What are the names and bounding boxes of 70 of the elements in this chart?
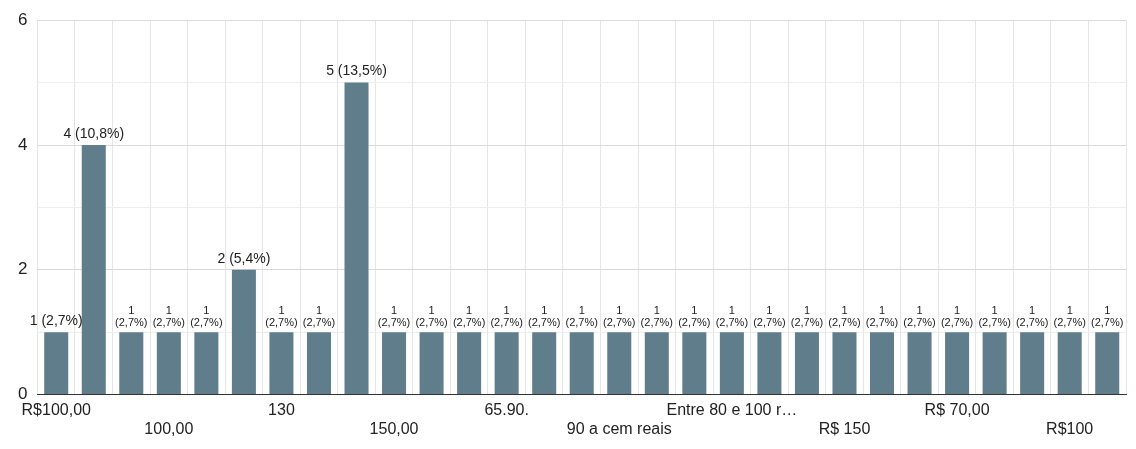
data-label: 2 (5,4%) — [217, 249, 271, 266]
bar — [757, 332, 782, 395]
bar — [644, 332, 669, 395]
data-label: 1 (2,7%) — [490, 303, 523, 328]
data-label: 1 (2,7%) — [828, 303, 861, 328]
bar — [457, 332, 482, 395]
data-label: 5 (13,5%) — [326, 62, 387, 79]
y-tick-label: 4 — [17, 134, 28, 154]
data-label: 1 (2,7%) — [452, 303, 486, 328]
bar — [382, 332, 407, 395]
data-label: 1 (2,7%) — [940, 303, 974, 328]
x-tick-label: 100,00 — [144, 419, 194, 437]
bar — [907, 332, 932, 395]
x-tick-label: 130 — [268, 400, 295, 418]
x-tick-label: R$ 150 — [818, 419, 871, 437]
data-label: 1 (2,7%) — [1091, 303, 1124, 328]
data-label: 1 (2,7%) — [640, 303, 673, 328]
bar — [81, 145, 106, 395]
bar — [532, 332, 557, 395]
bar — [794, 332, 819, 395]
bar — [870, 332, 895, 395]
data-label: 1 (2,7%) — [715, 303, 749, 328]
bar — [832, 332, 857, 395]
data-label: 1 (2,7%) — [1015, 303, 1049, 328]
bar — [306, 332, 331, 395]
data-label: 1 (2,7%) — [678, 303, 711, 328]
data-label: 1 (2,7%) — [978, 303, 1011, 328]
data-label: 1 (2,7%) — [302, 303, 336, 328]
bar — [569, 332, 594, 395]
bar — [494, 332, 519, 395]
bar — [419, 332, 444, 395]
data-label: 1 (2,7%) — [1053, 303, 1086, 328]
x-tick-label: R$ 70,00 — [924, 400, 990, 418]
data-label: 1 (2,7%) — [190, 303, 223, 328]
data-label: 1 (2,7%) — [753, 303, 786, 328]
x-tick-label: R$100 — [1046, 419, 1094, 437]
data-label: 1 (2,7%) — [565, 303, 598, 328]
bar — [1020, 332, 1045, 395]
y-tick-label: 2 — [17, 259, 28, 279]
bar — [719, 332, 744, 395]
x-tick-label: Entre 80 e 100 r… — [666, 400, 798, 418]
data-label: 1 (2,7%) — [527, 303, 561, 328]
bar — [607, 332, 632, 395]
bar — [119, 332, 144, 395]
y-tick-label: 6 — [17, 9, 28, 29]
data-label: 1 (2,7%) — [603, 303, 636, 328]
data-label: 4 (10,8%) — [63, 124, 125, 141]
x-tick-label: 65.90. — [484, 400, 529, 418]
x-tick-label: 150,00 — [369, 419, 419, 437]
data-label: 1 (2,7%) — [415, 303, 448, 328]
bar — [344, 82, 369, 395]
data-label: 1 (2,7%) — [265, 303, 298, 328]
bar — [945, 332, 970, 395]
bar — [1057, 332, 1082, 395]
bar — [194, 332, 219, 395]
bar — [269, 332, 294, 395]
data-label: 1 (2,7%) — [790, 303, 824, 328]
bar — [231, 269, 256, 395]
bar — [1095, 332, 1120, 395]
data-label: 1 (2,7%) — [865, 303, 899, 328]
data-label: 1 (2,7%) — [377, 303, 411, 328]
data-label: 1 (2,7%) — [152, 303, 186, 328]
data-label: 1 (2,7%) — [115, 303, 148, 328]
bar — [982, 332, 1007, 395]
x-tick-label: 90 a cem reais — [566, 419, 672, 437]
bar — [44, 332, 69, 395]
data-label: 1 (2,7%) — [903, 303, 936, 328]
bar — [156, 332, 181, 395]
data-label: 1 (2,7%) — [29, 312, 83, 329]
bar — [682, 332, 707, 395]
